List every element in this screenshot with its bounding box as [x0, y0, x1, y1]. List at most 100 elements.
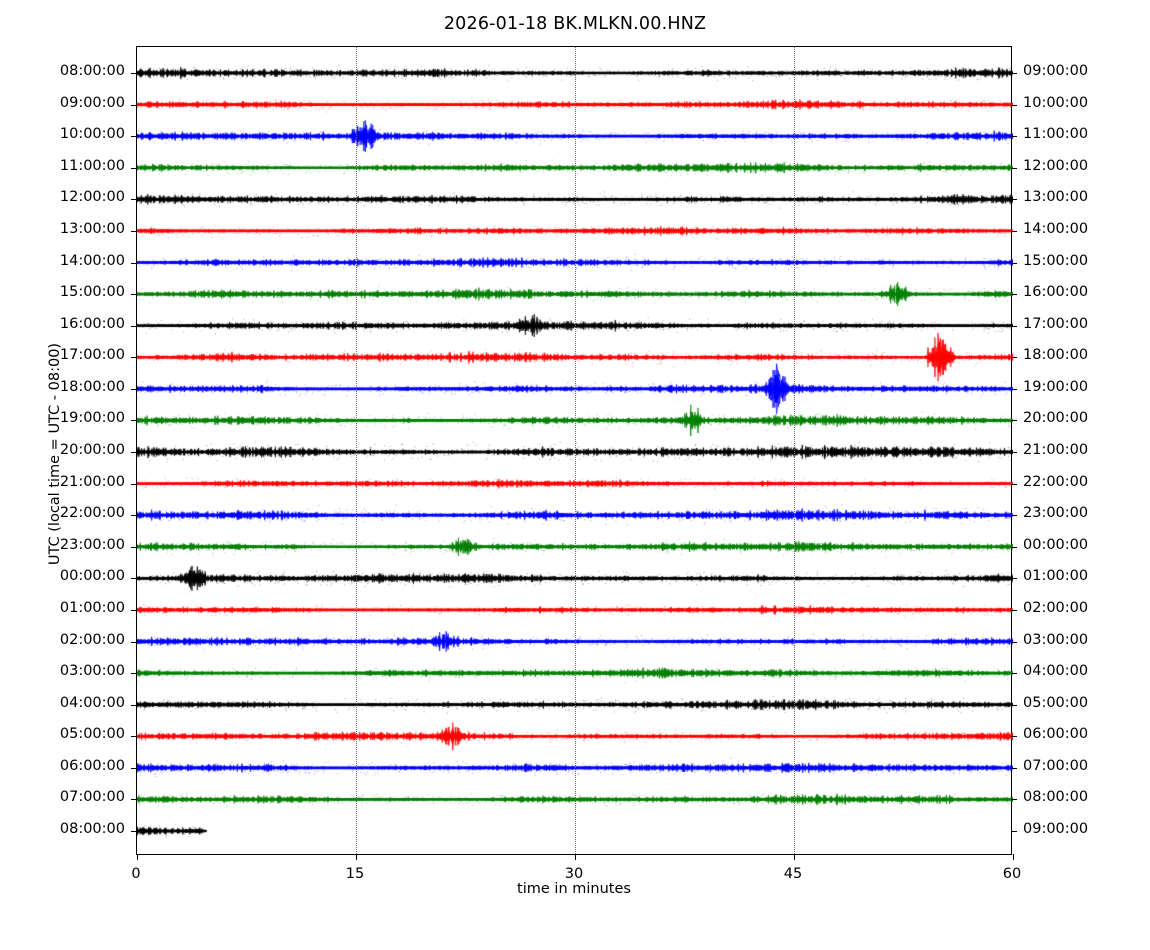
y-axis-right-label-2: 11:00:00	[1023, 126, 1089, 143]
y-axis-right-label-7: 16:00:00	[1023, 284, 1089, 301]
y-axis-right-label-8: 17:00:00	[1023, 315, 1089, 332]
x-axis-label-45: 45	[783, 866, 803, 882]
y-axis-left-label-4: 12:00:00	[59, 189, 125, 206]
y-tick-right-21	[1011, 736, 1017, 738]
y-tick-right-15	[1011, 546, 1017, 548]
x-axis-label-0: 0	[131, 866, 141, 882]
x-axis-title: time in minutes	[517, 881, 631, 897]
y-tick-right-23	[1011, 799, 1017, 801]
y-tick-right-12	[1011, 452, 1017, 453]
gridline-x-30	[575, 47, 576, 856]
y-axis-right-label-21: 06:00:00	[1023, 726, 1089, 743]
y-tick-left-5	[131, 230, 137, 232]
y-tick-left-14	[131, 515, 137, 517]
plot-area[interactable]	[131, 46, 1017, 860]
y-axis-right-label-9: 18:00:00	[1023, 347, 1089, 364]
y-axis-right-label-5: 14:00:00	[1023, 220, 1089, 237]
y-tick-right-20	[1011, 704, 1017, 706]
y-tick-left-23	[131, 799, 137, 801]
y-axis-left-label-12: 20:00:00	[59, 442, 125, 458]
y-tick-right-4	[1011, 199, 1017, 201]
y-tick-right-11	[1011, 420, 1017, 422]
y-axis-left-label-18: 02:00:00	[59, 631, 125, 648]
y-axis-left-label-11: 19:00:00	[59, 410, 125, 427]
y-tick-right-0	[1011, 73, 1017, 74]
y-axis-right-label-4: 13:00:00	[1023, 189, 1089, 206]
y-tick-right-5	[1011, 230, 1017, 232]
y-axis-left-label-13: 21:00:00	[59, 473, 125, 490]
y-axis-left-label-16: 00:00:00	[59, 568, 125, 585]
y-tick-right-24	[1011, 831, 1017, 832]
y-axis-left-label-5: 13:00:00	[59, 220, 125, 237]
y-axis-right-label-22: 07:00:00	[1023, 757, 1089, 774]
y-axis-right-label-3: 12:00:00	[1023, 157, 1089, 174]
y-axis-left-label-15: 23:00:00	[59, 536, 125, 553]
y-tick-left-2	[131, 136, 137, 138]
y-axis-left-label-1: 09:00:00	[59, 94, 125, 111]
y-axis-left-label-24: 08:00:00	[59, 821, 125, 837]
y-axis-right-label-18: 03:00:00	[1023, 631, 1089, 648]
y-axis-right-label-13: 22:00:00	[1023, 473, 1089, 490]
y-tick-right-17	[1011, 609, 1017, 611]
y-axis-right-label-14: 23:00:00	[1023, 505, 1089, 522]
y-tick-left-16	[131, 578, 137, 580]
y-tick-right-19	[1011, 673, 1017, 675]
page-title: 2026-01-18 BK.MLKN.00.HNZ	[443, 14, 707, 34]
y-axis-left-label-9: 17:00:00	[59, 347, 125, 364]
y-tick-left-17	[131, 609, 137, 611]
y-axis-left-label-3: 11:00:00	[59, 157, 125, 174]
y-tick-left-6	[131, 262, 137, 264]
y-tick-left-13	[131, 483, 137, 485]
y-axis-right-label-6: 15:00:00	[1023, 252, 1089, 269]
y-axis-left-label-23: 07:00:00	[59, 789, 125, 806]
y-tick-left-0	[131, 73, 137, 74]
y-tick-left-24	[131, 831, 137, 832]
y-axis-left-label-10: 18:00:00	[59, 378, 125, 395]
y-axis-left-label-22: 06:00:00	[59, 757, 125, 774]
y-axis-right-label-19: 04:00:00	[1023, 663, 1089, 680]
y-tick-right-3	[1011, 167, 1017, 169]
y-axis-right-label-17: 02:00:00	[1023, 599, 1089, 616]
x-tick-60	[1013, 854, 1014, 860]
y-tick-left-4	[131, 199, 137, 201]
y-axis-title: UTC (local time = UTC - 08:00)	[47, 342, 63, 566]
y-tick-right-7	[1011, 294, 1017, 296]
y-axis-left-label-8: 16:00:00	[59, 315, 125, 332]
y-tick-left-19	[131, 673, 137, 675]
y-axis-right-label-1: 10:00:00	[1023, 94, 1089, 111]
y-tick-right-2	[1011, 136, 1017, 138]
y-axis-right-label-10: 19:00:00	[1023, 378, 1089, 395]
x-axis-label-15: 15	[345, 866, 365, 882]
y-axis-right-label-16: 01:00:00	[1023, 568, 1089, 585]
y-tick-left-8	[131, 325, 137, 327]
y-axis-right-label-20: 05:00:00	[1023, 694, 1089, 711]
y-axis-left-label-2: 10:00:00	[59, 126, 125, 143]
y-tick-left-21	[131, 736, 137, 738]
y-tick-left-12	[131, 452, 137, 453]
y-tick-right-9	[1011, 357, 1017, 359]
gridline-x-15	[356, 47, 357, 856]
y-tick-left-18	[131, 641, 137, 643]
y-tick-right-8	[1011, 325, 1017, 327]
y-axis-right-label-12: 21:00:00	[1023, 442, 1089, 458]
x-axis-label-30: 30	[564, 866, 584, 882]
y-tick-left-20	[131, 704, 137, 706]
y-tick-left-22	[131, 767, 137, 769]
y-axis-left-label-14: 22:00:00	[59, 505, 125, 522]
y-tick-right-13	[1011, 483, 1017, 485]
gridline-x-45	[794, 47, 795, 856]
y-axis-left-label-21: 05:00:00	[59, 726, 125, 743]
y-tick-right-14	[1011, 515, 1017, 517]
y-axis-left-label-17: 01:00:00	[59, 599, 125, 616]
y-tick-right-22	[1011, 767, 1017, 769]
y-tick-left-7	[131, 294, 137, 296]
y-axis-left-label-0: 08:00:00	[59, 63, 125, 79]
x-tick-0	[137, 854, 138, 860]
y-axis-right-label-24: 09:00:00	[1023, 821, 1089, 837]
y-tick-right-10	[1011, 388, 1017, 390]
x-tick-15	[356, 854, 357, 860]
y-tick-left-3	[131, 167, 137, 169]
y-axis-left-label-7: 15:00:00	[59, 284, 125, 301]
y-tick-left-9	[131, 357, 137, 359]
